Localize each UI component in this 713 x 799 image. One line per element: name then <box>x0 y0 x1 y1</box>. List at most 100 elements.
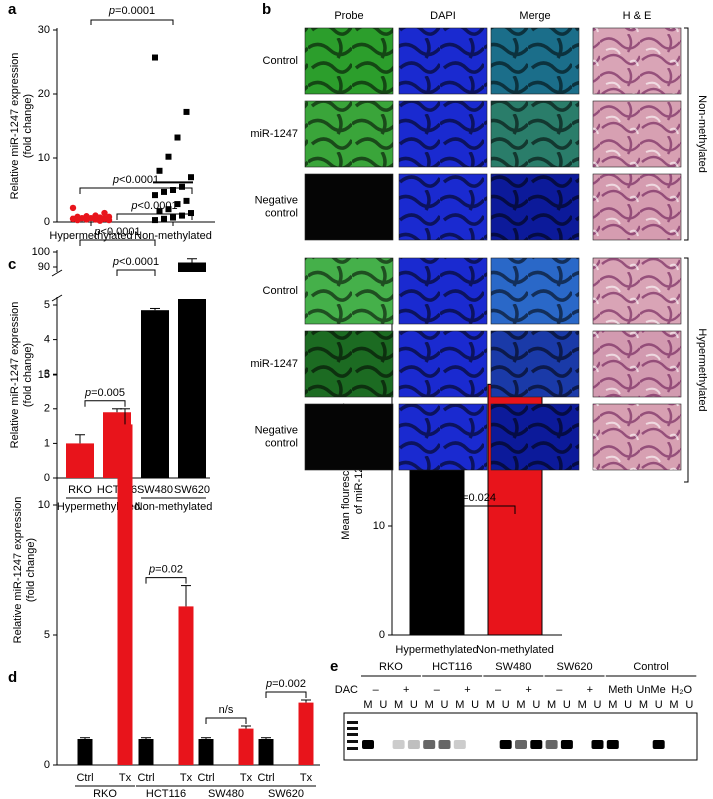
group-bracket <box>684 257 689 483</box>
axis-break <box>51 294 63 302</box>
data-point <box>165 206 172 213</box>
bar <box>238 728 254 765</box>
row-label: control <box>265 207 298 219</box>
control-label: UnMe <box>636 684 665 696</box>
p-value: <0.0001 <box>119 174 159 186</box>
y-axis-label: (fold change) <box>22 94 34 158</box>
p-value: =0.0001 <box>115 5 155 17</box>
micrograph-texture <box>491 331 579 397</box>
significance-bracket <box>205 717 247 724</box>
y-axis-label: Relative miR-1247 expression <box>9 302 21 449</box>
y-axis-label: Relative miR-1247 expression <box>9 53 21 200</box>
p-value-label: p=0.002 <box>265 678 306 690</box>
data-point <box>152 217 158 224</box>
data-point <box>152 192 158 199</box>
y-tick-label: 30 <box>38 24 50 36</box>
lane-label: U <box>410 699 418 711</box>
significance-bracket <box>90 19 174 25</box>
sample-label: HCT116 <box>432 661 472 673</box>
bar <box>138 739 154 765</box>
treatment-sign: – <box>434 684 441 696</box>
row-label: Control <box>263 285 298 297</box>
data-point <box>152 54 158 61</box>
micrograph-texture <box>593 258 681 324</box>
p-symbol: p <box>112 256 119 268</box>
p-value: =0.005 <box>91 387 125 399</box>
p-value: <0.0001 <box>138 200 178 212</box>
x-tick-label: Tx <box>240 772 253 784</box>
y-tick-label: 4 <box>44 334 50 346</box>
p-value-label: n/s <box>219 704 234 716</box>
p-value-label: p=0.0001 <box>108 5 155 17</box>
x-tick-label: Hypermethylated <box>395 644 478 656</box>
lane-label: M <box>516 699 525 711</box>
gel-band <box>515 740 527 749</box>
p-value-label: p<0.0001 <box>130 200 177 212</box>
lane-label: M <box>547 699 556 711</box>
bar <box>178 262 206 272</box>
y-tick-label: 0 <box>44 759 50 771</box>
group-label: HCT116 <box>146 788 186 799</box>
bar <box>141 310 169 478</box>
panel-letter: c <box>8 256 16 273</box>
sample-label: RKO <box>379 661 403 673</box>
p-symbol: p <box>130 200 137 212</box>
micrograph-texture <box>399 28 487 94</box>
column-header: Merge <box>519 10 550 22</box>
y-tick-label: 3 <box>44 368 50 380</box>
column-header: Probe <box>334 10 363 22</box>
x-tick-label: SW620 <box>174 484 210 496</box>
treatment-label: DAC <box>335 684 358 696</box>
lane-label: U <box>379 699 387 711</box>
data-point <box>96 217 104 224</box>
y-tick-label: 2 <box>44 403 50 415</box>
lane-label: M <box>639 699 648 711</box>
lane-label: U <box>471 699 479 711</box>
lane-label: M <box>455 699 464 711</box>
treatment-sign: + <box>464 684 470 696</box>
data-point <box>188 174 194 181</box>
ladder-band <box>347 721 358 724</box>
significance-bracket <box>116 213 193 220</box>
micrograph-texture <box>305 258 393 324</box>
p-symbol: p <box>148 564 155 576</box>
gel-band <box>545 740 558 749</box>
p-value: <0.0001 <box>119 256 159 268</box>
gel-band <box>652 740 665 749</box>
y-axis-label: (fold change) <box>22 343 34 407</box>
x-tick-label: Ctrl <box>197 772 214 784</box>
p-symbol: p <box>84 387 91 399</box>
group-label: Non-methylated <box>135 501 213 513</box>
p-value-label: p<0.0001 <box>93 226 140 238</box>
group-label: RKO <box>93 788 117 799</box>
micrograph-texture <box>593 404 681 470</box>
row-label: Negative <box>255 194 298 206</box>
row-label: control <box>265 437 298 449</box>
x-tick-label: SW480 <box>137 484 173 496</box>
y-tick-label: 10 <box>38 499 50 511</box>
micrograph-texture <box>305 101 393 167</box>
row-label: miR-1247 <box>250 358 298 370</box>
data-point <box>161 215 167 222</box>
lane-label: U <box>624 699 632 711</box>
p-value-label: p=0.02 <box>148 564 183 576</box>
micrograph-texture <box>399 101 487 167</box>
p-symbol: p <box>455 492 462 504</box>
bar <box>77 739 93 765</box>
axis-break <box>51 269 63 277</box>
p-symbol: p <box>112 174 119 186</box>
panel-letter: d <box>8 669 17 686</box>
gel-band <box>530 740 543 749</box>
y-tick-label: 5 <box>44 629 50 641</box>
group-label: SW480 <box>208 788 244 799</box>
row-label: miR-1247 <box>250 128 298 140</box>
data-point <box>179 212 185 219</box>
y-tick-label: 0 <box>379 629 385 641</box>
data-point <box>156 208 163 215</box>
bar <box>66 443 94 478</box>
micrograph-texture <box>593 331 681 397</box>
p-value: =0.024 <box>462 492 496 504</box>
treatment-sign: – <box>556 684 563 696</box>
x-tick-label: Tx <box>300 772 313 784</box>
